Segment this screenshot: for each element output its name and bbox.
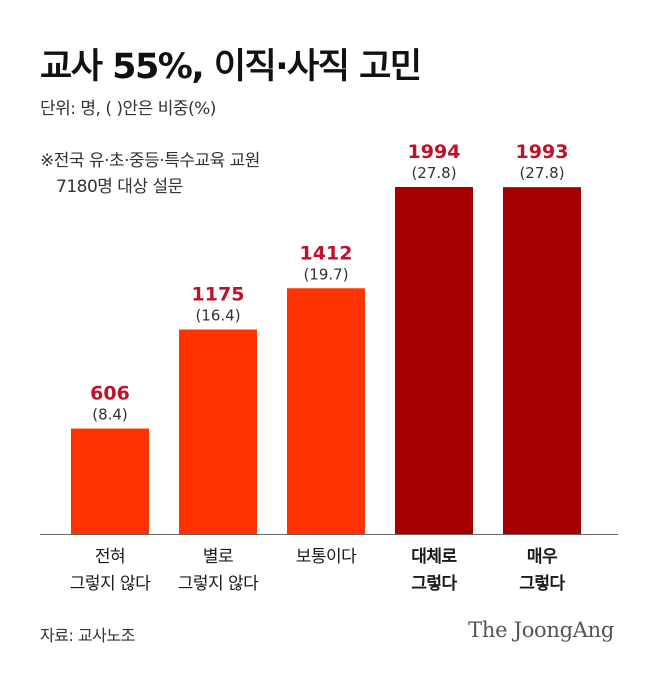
- share-label-1: (8.4): [92, 406, 128, 424]
- chart-title: 교사 55%, 이직·사직 고민: [40, 47, 422, 87]
- category-label-5-2: 그렇다: [519, 574, 565, 594]
- category-label-2-2: 그렇지 않다: [178, 574, 259, 594]
- category-label-2-1: 별로: [203, 547, 233, 567]
- category-label-1-2: 그렇지 않다: [70, 574, 151, 594]
- survey-note: ※전국 유·초·중등·특수교육 교원 7180명 대상 설문: [40, 148, 260, 200]
- value-label-2: 1175: [192, 284, 245, 306]
- publisher-logo: The JoongAng: [468, 618, 614, 642]
- bar-2: [179, 329, 257, 534]
- source-note: 자료: 교사노조: [40, 626, 135, 645]
- category-label-3-1: 보통이다: [296, 547, 357, 567]
- survey-note-line-1: ※전국 유·초·중등·특수교육 교원: [40, 151, 260, 171]
- value-label-5: 1993: [516, 141, 569, 163]
- bar-1: [71, 428, 149, 534]
- share-label-4: (27.8): [411, 164, 456, 182]
- bar-4: [395, 187, 473, 534]
- bar-3: [287, 288, 365, 534]
- survey-note-line-2: 7180명 대상 설문: [56, 177, 183, 197]
- category-label-1-1: 전혀: [95, 547, 125, 567]
- share-label-2: (16.4): [195, 307, 240, 325]
- category-label-4-2: 그렇다: [411, 574, 457, 594]
- category-label-5-1: 매우: [527, 547, 558, 567]
- value-label-1: 606: [90, 383, 130, 405]
- bar-5: [503, 187, 581, 535]
- value-label-3: 1412: [300, 242, 353, 264]
- unit-note: 단위: 명, ( )안은 비중(%): [40, 99, 216, 119]
- share-label-5: (27.8): [519, 164, 564, 182]
- value-label-4: 1994: [408, 141, 461, 163]
- category-label-4-1: 대체로: [411, 547, 457, 567]
- share-label-3: (19.7): [303, 265, 348, 283]
